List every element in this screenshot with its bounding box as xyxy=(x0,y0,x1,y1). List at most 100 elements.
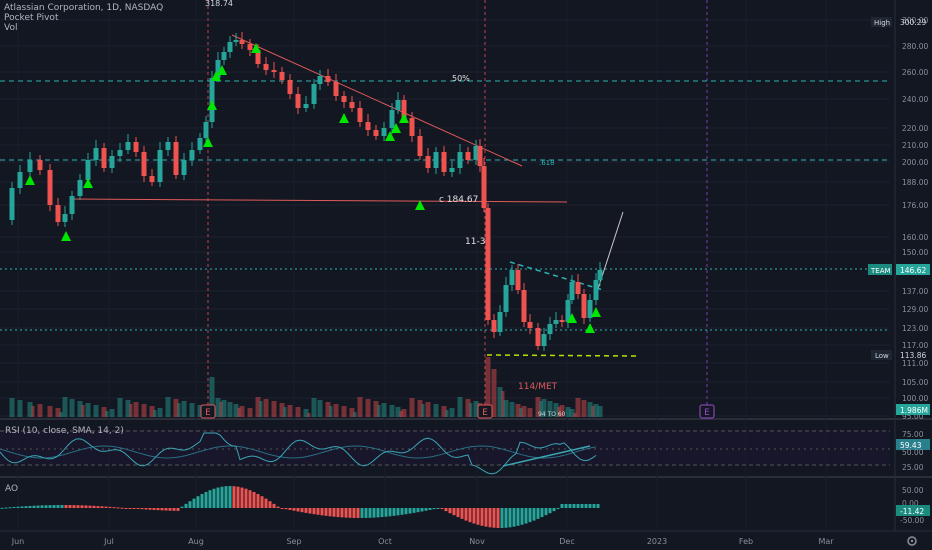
price-tick: 300.00 xyxy=(902,16,928,25)
volume-bar xyxy=(189,403,195,417)
ao-bar xyxy=(168,508,172,511)
ao-bar xyxy=(580,504,584,508)
time-label: Dec xyxy=(559,537,574,546)
volume-bar xyxy=(425,402,431,417)
volume-bar xyxy=(219,402,223,417)
earnings-marker-nov[interactable]: E xyxy=(477,404,493,419)
pocket-pivot-marker xyxy=(203,137,213,147)
ao-bar xyxy=(336,508,340,518)
ao-bar xyxy=(156,508,160,511)
ao-bar xyxy=(208,490,212,508)
volume-bar xyxy=(227,402,233,417)
ao-tick-50: 50.00 xyxy=(902,486,924,495)
candle-body xyxy=(287,80,293,94)
volume-bar xyxy=(27,402,33,417)
candle-body xyxy=(173,142,179,175)
volume-bar xyxy=(221,400,227,417)
ao-bar xyxy=(132,508,136,509)
volume-bar xyxy=(497,387,503,417)
ao-bar xyxy=(176,508,180,511)
settings-gear-icon[interactable] xyxy=(907,536,917,546)
indicator-pocket-pivot[interactable]: Pocket Pivot xyxy=(4,13,59,23)
ao-bar xyxy=(468,508,472,523)
ao-bar xyxy=(408,508,412,514)
svg-text:300.29: 300.29 xyxy=(900,18,926,27)
volume-bar xyxy=(311,398,317,417)
price-tick: 111.00 xyxy=(902,359,928,368)
ao-bar xyxy=(456,508,460,518)
ao-bar xyxy=(128,508,132,509)
volume-bar xyxy=(233,404,239,417)
price-tick: 160.00 xyxy=(902,233,928,242)
volume-bar xyxy=(247,408,253,417)
svg-text:TEAM: TEAM xyxy=(870,267,891,275)
rsi-tick-25: 25.00 xyxy=(902,463,924,472)
volume-bar xyxy=(581,400,587,417)
candle-body xyxy=(433,152,439,168)
candle-body xyxy=(125,142,131,150)
ao-bar xyxy=(572,504,576,508)
symbol-badge[interactable]: TEAM 146.62 xyxy=(868,264,930,275)
ao-bar xyxy=(44,505,48,508)
fib-618-label: .618 xyxy=(539,159,555,167)
ao-bar xyxy=(108,506,112,508)
ao-bar xyxy=(292,508,296,511)
ao-bar xyxy=(420,508,424,512)
volume-bar xyxy=(287,405,293,417)
ao-bar xyxy=(460,508,464,519)
volume-bar xyxy=(409,398,415,417)
volume-bar xyxy=(389,405,395,417)
symbol-title[interactable]: Atlassian Corporation, 1D, NASDAQ xyxy=(4,3,164,13)
ao-bar xyxy=(124,508,128,509)
ao-bar xyxy=(588,504,592,508)
candle-body xyxy=(357,108,363,122)
ao-bar xyxy=(488,508,492,528)
volume-bar xyxy=(93,405,99,417)
ao-bar xyxy=(284,508,288,510)
volume-bar xyxy=(417,400,423,417)
volume-bar xyxy=(105,411,109,417)
earnings-marker-jan[interactable]: E xyxy=(699,404,715,419)
candle-body xyxy=(477,146,483,166)
ao-bar xyxy=(424,508,428,511)
ao-bar xyxy=(500,508,504,528)
volume-bar xyxy=(109,409,115,417)
ao-bar xyxy=(356,508,360,518)
volume-bar xyxy=(209,377,215,417)
volume-bar xyxy=(547,401,553,417)
volume-bar xyxy=(307,413,311,417)
volume-bar xyxy=(491,369,497,417)
ao-bar xyxy=(360,508,364,518)
ao-bar xyxy=(264,498,268,508)
candle-body xyxy=(47,170,53,205)
candle-body xyxy=(181,160,187,175)
ao-tick-neg50: -50.00 xyxy=(900,516,924,525)
volume-bar xyxy=(141,404,147,417)
ao-bar xyxy=(140,508,144,510)
volume-bar xyxy=(527,408,533,417)
candle-body xyxy=(521,290,527,322)
fib-50-label: 50% xyxy=(452,74,470,83)
ao-bar xyxy=(596,504,600,508)
earnings-marker-aug[interactable]: E xyxy=(200,404,216,419)
volume-bar xyxy=(559,405,565,417)
volume-bar xyxy=(59,412,63,417)
peak-price-label: 318.74 xyxy=(205,0,233,8)
volume-bar xyxy=(181,401,187,417)
candle-body xyxy=(465,152,471,160)
svg-text:Low: Low xyxy=(875,352,889,360)
price-tick: 260.00 xyxy=(902,68,928,77)
candle-body xyxy=(203,122,209,138)
ao-bar xyxy=(516,508,520,526)
volume-bar xyxy=(501,391,505,417)
indicator-vol[interactable]: Vol xyxy=(4,23,18,33)
candle-body xyxy=(527,322,533,328)
volume-bar xyxy=(541,399,547,417)
volume-bar xyxy=(125,400,131,417)
volume-bar xyxy=(329,406,333,417)
candle-body xyxy=(441,152,447,172)
ao-bar xyxy=(512,508,516,527)
ao-bar xyxy=(316,508,320,515)
ao-bar xyxy=(272,503,276,508)
